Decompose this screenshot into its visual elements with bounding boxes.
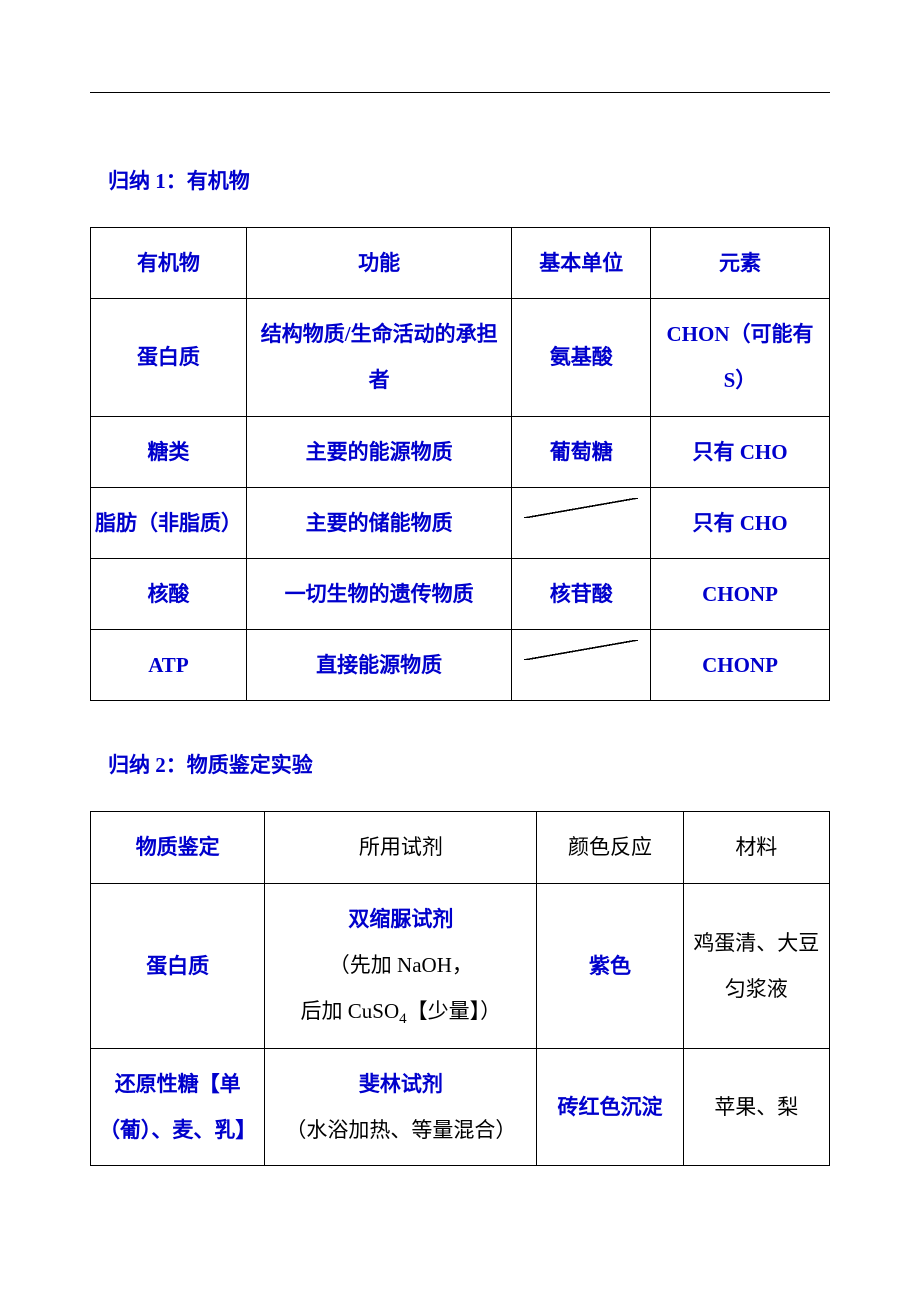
section2-title: 归纳 2：物质鉴定实验 — [108, 749, 830, 779]
table-row: 蛋白质 结构物质/生命活动的承担者 氨基酸 CHON（可能有 S） — [91, 299, 830, 416]
table-row: 蛋白质 双缩脲试剂 （先加 NaOH， 后加 CuSO4【少量】） 紫色 鸡蛋清… — [91, 883, 830, 1049]
organic-compounds-table: 有机物 功能 基本单位 元素 蛋白质 结构物质/生命活动的承担者 氨基酸 CHO… — [90, 227, 830, 701]
cell-protein2-name: 蛋白质 — [91, 883, 265, 1049]
table-row: 核酸 一切生物的遗传物质 核苷酸 CHONP — [91, 558, 830, 629]
table-row: ATP 直接能源物质 CHONP — [91, 630, 830, 701]
cell-atp-name: ATP — [91, 630, 247, 701]
section1-title-number: 1 — [155, 169, 166, 193]
table1-header-element: 元素 — [651, 228, 830, 299]
document-content: 归纳 1：有机物 有机物 功能 基本单位 元素 蛋白质 结构物质/生命活动的承担… — [90, 90, 830, 1166]
cell-sugar-element: 只有 CHO — [651, 416, 830, 487]
cell-sugar2-material: 苹果、梨 — [683, 1049, 829, 1166]
cell-protein-unit: 氨基酸 — [512, 299, 651, 416]
cell-protein-function: 结构物质/生命活动的承担者 — [246, 299, 512, 416]
cell-nucleic-name: 核酸 — [91, 558, 247, 629]
table1-header-name: 有机物 — [91, 228, 247, 299]
table2-header-substance: 物质鉴定 — [91, 812, 265, 883]
cell-fat-name: 脂肪（非脂质） — [91, 487, 247, 558]
table-row: 糖类 主要的能源物质 葡萄糖 只有 CHO — [91, 416, 830, 487]
cell-fat-function: 主要的储能物质 — [246, 487, 512, 558]
table2-container: 物质鉴定 所用试剂 颜色反应 材料 蛋白质 双缩脲试剂 （先加 NaOH， 后加… — [90, 811, 830, 1166]
cell-sugar-name: 糖类 — [91, 416, 247, 487]
section2-title-suffix: ：物质鉴定实验 — [166, 753, 313, 777]
cell-atp-unit-diagonal — [512, 630, 651, 701]
table2-header-material: 材料 — [683, 812, 829, 883]
cell-sugar2-reagent: 斐林试剂 （水浴加热、等量混合） — [265, 1049, 537, 1166]
cell-protein-element: CHON（可能有 S） — [651, 299, 830, 416]
section1-title-prefix: 归纳 — [108, 169, 155, 193]
table1-container: 有机物 功能 基本单位 元素 蛋白质 结构物质/生命活动的承担者 氨基酸 CHO… — [90, 227, 830, 701]
cell-sugar-function: 主要的能源物质 — [246, 416, 512, 487]
table-row: 还原性糖【单（葡）、麦、乳】 斐林试剂 （水浴加热、等量混合） 砖红色沉淀 苹果… — [91, 1049, 830, 1166]
cell-nucleic-function: 一切生物的遗传物质 — [246, 558, 512, 629]
cell-atp-function: 直接能源物质 — [246, 630, 512, 701]
cell-nucleic-element: CHONP — [651, 558, 830, 629]
table2-header-reagent: 所用试剂 — [265, 812, 537, 883]
table-row: 物质鉴定 所用试剂 颜色反应 材料 — [91, 812, 830, 883]
cell-sugar2-name: 还原性糖【单（葡）、麦、乳】 — [91, 1049, 265, 1166]
cell-sugar-unit: 葡萄糖 — [512, 416, 651, 487]
cell-fat-unit-diagonal — [512, 487, 651, 558]
cell-sugar2-color: 砖红色沉淀 — [537, 1049, 683, 1166]
identification-experiment-table: 物质鉴定 所用试剂 颜色反应 材料 蛋白质 双缩脲试剂 （先加 NaOH， 后加… — [90, 811, 830, 1166]
table-row: 有机物 功能 基本单位 元素 — [91, 228, 830, 299]
cell-protein2-reagent: 双缩脲试剂 （先加 NaOH， 后加 CuSO4【少量】） — [265, 883, 537, 1049]
cell-atp-element: CHONP — [651, 630, 830, 701]
cell-protein-name: 蛋白质 — [91, 299, 247, 416]
table1-header-function: 功能 — [246, 228, 512, 299]
cell-protein2-material: 鸡蛋清、大豆匀浆液 — [683, 883, 829, 1049]
table-row: 脂肪（非脂质） 主要的储能物质 只有 CHO — [91, 487, 830, 558]
section2-title-prefix: 归纳 — [108, 753, 155, 777]
table1-header-unit: 基本单位 — [512, 228, 651, 299]
cell-fat-element: 只有 CHO — [651, 487, 830, 558]
section2-title-number: 2 — [155, 753, 166, 777]
page-top-divider — [90, 92, 830, 93]
section1-title: 归纳 1：有机物 — [108, 165, 830, 195]
cell-nucleic-unit: 核苷酸 — [512, 558, 651, 629]
section1-title-suffix: ：有机物 — [166, 169, 250, 193]
table2-header-color: 颜色反应 — [537, 812, 683, 883]
cell-protein2-color: 紫色 — [537, 883, 683, 1049]
